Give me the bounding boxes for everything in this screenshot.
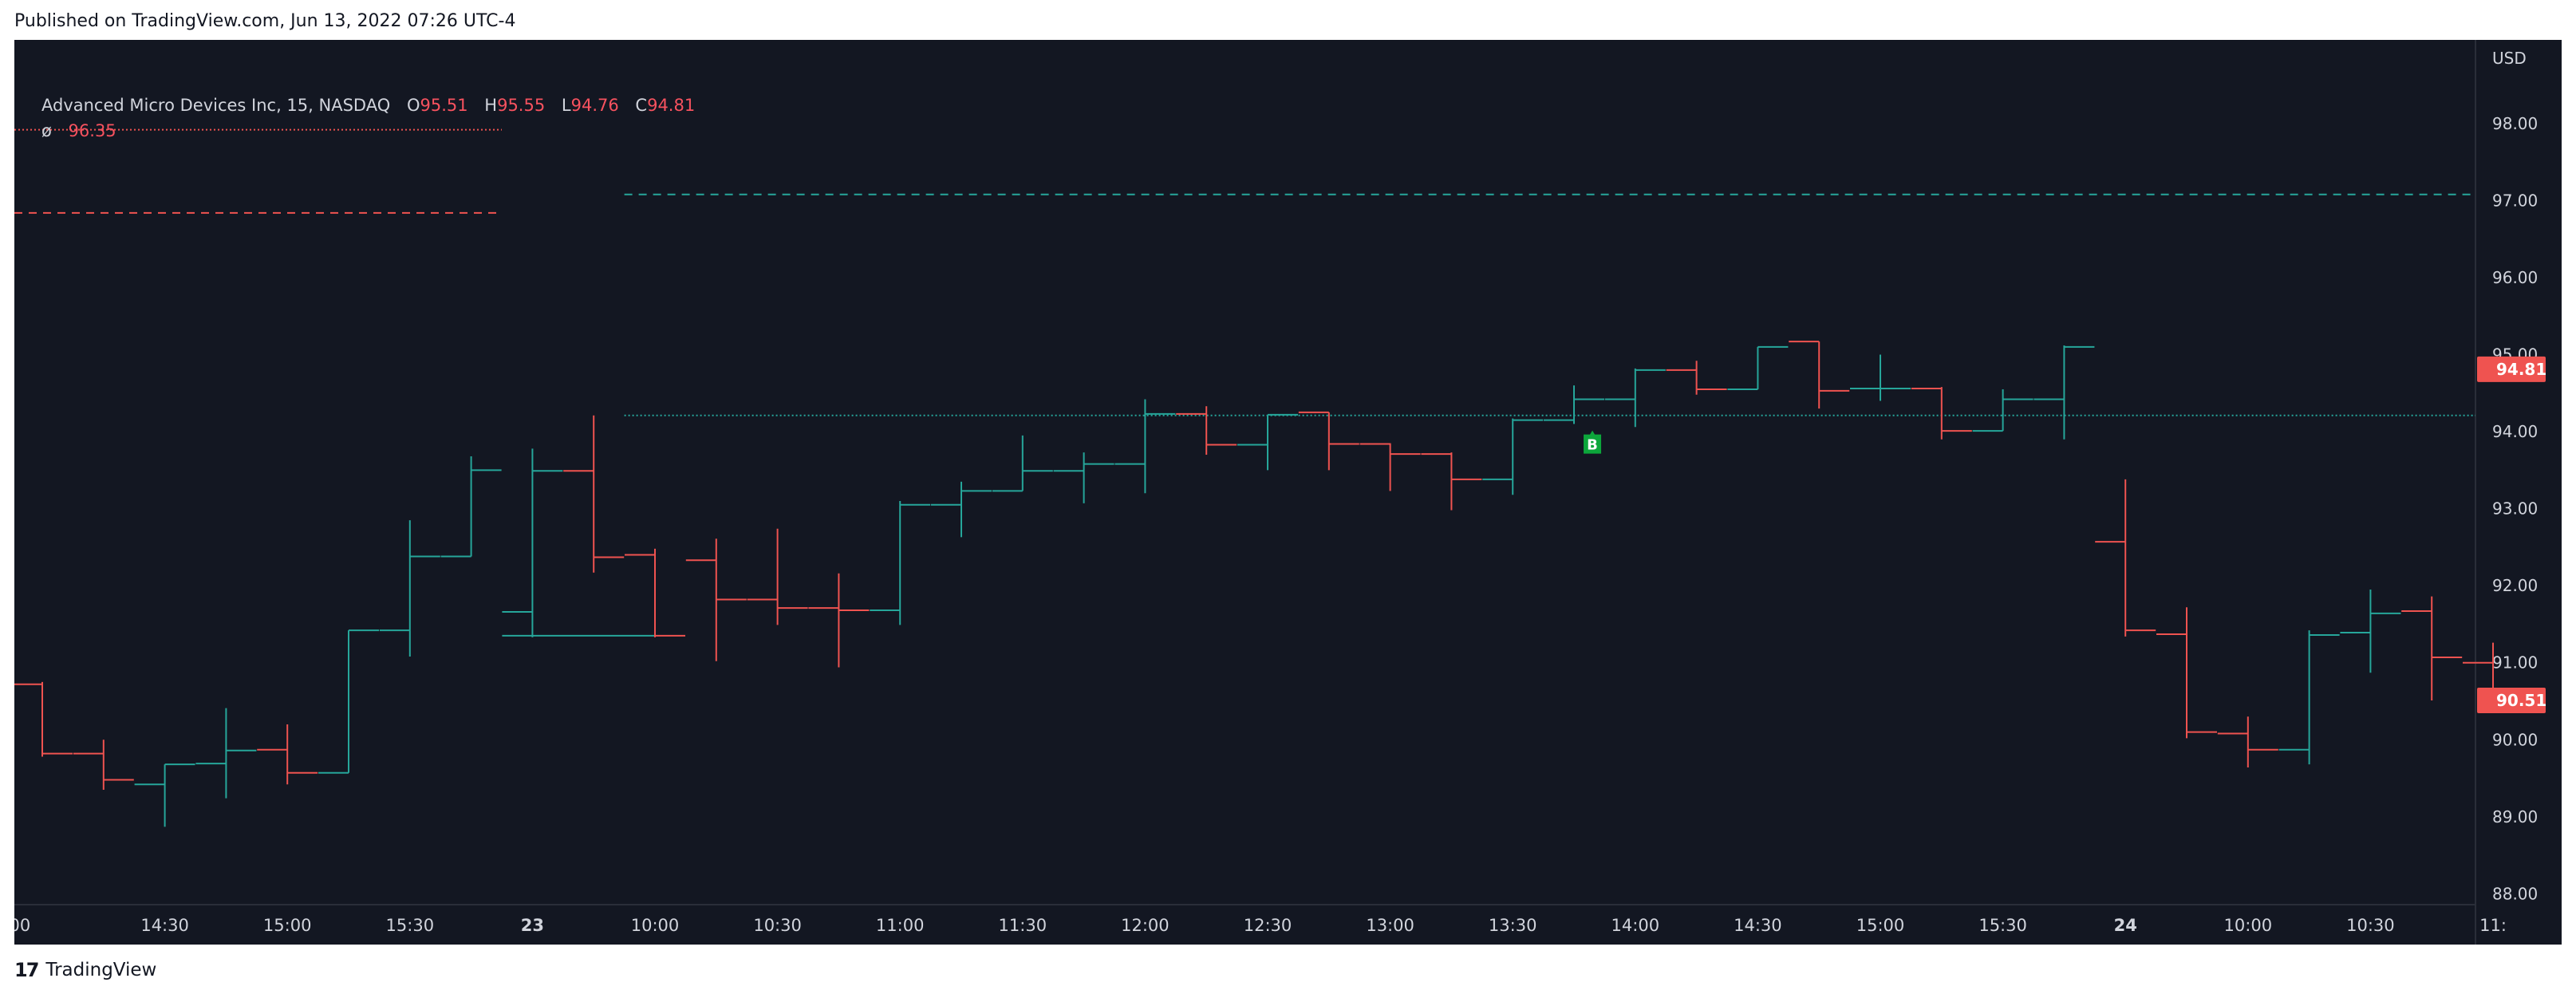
- x-tick-label: 10:30: [753, 916, 802, 935]
- legend-high-value: 95.55: [497, 96, 546, 115]
- ohlc-bar: [257, 724, 318, 785]
- ohlc-bar: [625, 548, 685, 637]
- last-price-tag-label: 90.51: [2496, 691, 2546, 710]
- indicator-value: 96.35: [68, 121, 116, 140]
- legend-indicator-row[interactable]: ø 96.35: [41, 118, 695, 144]
- ohlc-bar: [2095, 479, 2156, 637]
- x-tick-label: 15:00: [263, 916, 312, 935]
- y-tick-label: 89.00: [2492, 807, 2538, 826]
- ohlc-bar: [808, 573, 870, 668]
- price-scale-currency[interactable]: USD: [2492, 49, 2527, 68]
- ohlc-bar: [440, 456, 502, 558]
- ohlc-bar: [563, 415, 625, 573]
- ohlc-bar: [931, 481, 992, 538]
- ohlc-bar: [1482, 418, 1544, 495]
- legend-close-value: 94.81: [647, 96, 696, 115]
- x-tick-label: 15:30: [386, 916, 435, 935]
- legend-low-label: L: [561, 96, 571, 115]
- x-tick-label: 14:00: [1611, 916, 1660, 935]
- chart-pane[interactable]: USD 98.00 97.00 96.00 95.00 94.00 93.00 92.00 91…: [14, 40, 2562, 945]
- x-tick-label: 10:30: [2346, 916, 2395, 935]
- x-tick-label: 11:30: [999, 916, 1047, 935]
- y-tick-label: 94.00: [2492, 422, 2538, 441]
- y-tick-label: 97.00: [2492, 191, 2538, 210]
- x-tick-label: 12:30: [1244, 916, 1292, 935]
- x-tick-label: 15:30: [1978, 916, 2027, 935]
- ohlc-bar: [2401, 596, 2463, 701]
- last-price-tag[interactable]: [2477, 356, 2546, 382]
- x-tick-label: 14:30: [1734, 916, 1782, 935]
- x-tick-label: 15:00: [1856, 916, 1905, 935]
- y-tick-label: 91.00: [2492, 653, 2538, 673]
- legend-open-value: 95.51: [420, 96, 468, 115]
- buy-marker[interactable]: [1584, 430, 1602, 454]
- y-tick-label: 92.00: [2492, 576, 2538, 595]
- legend-symbol[interactable]: Advanced Micro Devices Inc, 15, NASDAQ: [41, 96, 391, 115]
- ohlc-bar: [1604, 368, 1666, 428]
- ohlc-bar: [379, 520, 440, 657]
- published-header: Published on TradingView.com, Jun 13, 20…: [14, 11, 516, 31]
- x-tick-label: 24: [2114, 916, 2137, 935]
- ohlc-bar: [134, 763, 195, 827]
- footer: 17 TradingView: [14, 959, 156, 981]
- y-tick-label: 90.00: [2492, 730, 2538, 749]
- x-tick-label: 11:00: [876, 916, 925, 935]
- ohlc-bar: [73, 740, 134, 791]
- x-tick-label: 10:00: [631, 916, 680, 935]
- ohlc-bar: [1972, 389, 2034, 432]
- ohlc-bar: [2156, 607, 2217, 739]
- y-tick-label: 96.00: [2492, 268, 2538, 287]
- ohlc-bar: [14, 681, 73, 757]
- ohlc-bar: [992, 435, 1053, 492]
- x-tick-label: 12:00: [1121, 916, 1170, 935]
- last-price-tag-label: 94.81: [2496, 360, 2546, 379]
- x-tick-label: 4:00: [14, 916, 30, 935]
- legend-low-value: 94.76: [570, 96, 619, 115]
- indicator-icon: ø: [41, 121, 52, 140]
- x-tick-label: 23: [521, 916, 544, 935]
- ohlc-bar: [870, 500, 931, 625]
- last-price-tag[interactable]: [2477, 688, 2546, 714]
- ohlc-bar: [2034, 345, 2095, 440]
- footer-brand[interactable]: TradingView: [45, 960, 157, 980]
- legend-ohlc-row: Advanced Micro Devices Inc, 15, NASDAQ O…: [41, 93, 695, 118]
- ohlc-bar: [2278, 630, 2340, 765]
- buy-marker-label: B: [1587, 437, 1598, 454]
- ohlc-bar: [2340, 589, 2401, 673]
- ohlc-bar: [1666, 361, 1727, 395]
- ohlc-bar: [195, 708, 257, 799]
- legend-high-label: H: [484, 96, 498, 115]
- y-tick-label: 98.00: [2492, 114, 2538, 133]
- x-tick-label: 14:30: [140, 916, 189, 935]
- y-tick-label: 88.00: [2492, 884, 2538, 903]
- ohlc-bar: [1237, 413, 1298, 471]
- ohlc-bar: [1850, 354, 1911, 401]
- ohlc-bar: [2217, 716, 2278, 768]
- x-tick-label: 13:00: [1366, 916, 1414, 935]
- legend-open-label: O: [406, 96, 420, 115]
- ohlc-bar: [1176, 406, 1237, 456]
- ohlc-bar: [1114, 399, 1176, 494]
- x-tick-label: 11:: [2479, 916, 2507, 935]
- ohlc-bar: [1789, 341, 1850, 409]
- ohlc-bar: [1359, 443, 1421, 491]
- legend-close-label: C: [635, 96, 648, 115]
- ohlc-bar: [318, 629, 379, 774]
- ohlc-bar: [747, 528, 808, 625]
- ohlc-bar: [502, 448, 563, 637]
- ohlc-bar: [1727, 345, 1789, 390]
- ohlc-bar: [685, 538, 747, 661]
- y-tick-label: 93.00: [2492, 499, 2538, 519]
- x-tick-label: 10:00: [2224, 916, 2273, 935]
- chart-legend: Advanced Micro Devices Inc, 15, NASDAQ O…: [41, 93, 695, 144]
- ohlc-bar: [1053, 452, 1114, 503]
- ohlc-chart[interactable]: USD98.0097.0096.0095.0094.0093.0092.0091…: [14, 40, 2562, 945]
- ohlc-bar: [1298, 411, 1359, 471]
- tradingview-logo-icon: 17: [14, 959, 39, 981]
- x-tick-label: 13:30: [1489, 916, 1537, 935]
- ohlc-bar: [1421, 452, 1482, 511]
- ohlc-bar: [1544, 385, 1604, 424]
- ohlc-bar: [1911, 387, 1972, 440]
